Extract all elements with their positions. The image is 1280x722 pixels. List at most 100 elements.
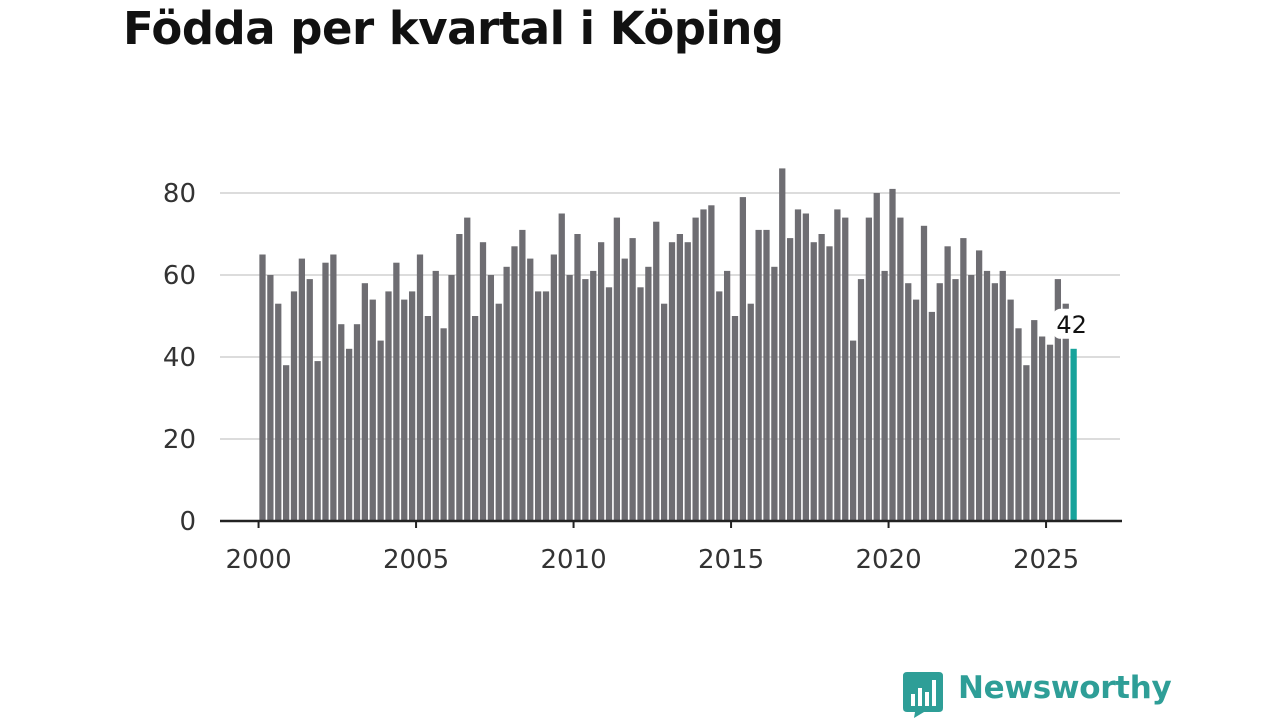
brand-logo: Newsworthy [902, 670, 1172, 720]
bar [534, 291, 542, 521]
x-tick-label: 2000 [225, 545, 291, 575]
bar [786, 238, 794, 521]
bar [456, 234, 463, 521]
bar [731, 316, 739, 521]
bar [960, 238, 967, 521]
bar [519, 229, 526, 521]
x-tick-label: 2025 [1013, 545, 1079, 575]
bar [322, 262, 329, 521]
bar [1046, 344, 1054, 521]
bar [464, 217, 471, 521]
bar [259, 254, 266, 521]
bar [479, 242, 487, 521]
bar [448, 275, 455, 521]
x-tick-label: 2020 [855, 545, 921, 575]
bar [660, 303, 668, 521]
bar [881, 270, 888, 521]
bar [1054, 279, 1062, 521]
bar [739, 197, 747, 521]
y-tick-label: 80 [163, 179, 196, 209]
bar [936, 283, 943, 521]
bar [385, 291, 392, 521]
bar [905, 283, 912, 521]
bar [590, 270, 597, 521]
bar [999, 270, 1006, 521]
bar [471, 316, 479, 521]
x-tick-label: 2005 [383, 545, 449, 575]
bar [975, 250, 983, 521]
bar [275, 303, 282, 521]
bar [345, 348, 353, 521]
bar [408, 291, 416, 521]
bar [314, 361, 321, 521]
bar [747, 303, 754, 521]
chart-title: Födda per kvartal i Köping [123, 2, 784, 55]
bar [542, 291, 550, 521]
bar [330, 254, 337, 521]
bar [920, 225, 928, 522]
bar [637, 287, 644, 521]
bar [857, 279, 865, 521]
bar [802, 213, 810, 521]
bar [487, 275, 495, 521]
bar [432, 270, 439, 521]
bar-chart-speech-bubble-icon [903, 672, 943, 718]
bars [259, 168, 1077, 522]
bar [298, 258, 306, 521]
bar [991, 283, 999, 521]
bar [865, 217, 873, 521]
bar [503, 266, 510, 521]
bar [676, 234, 684, 521]
bar [1038, 336, 1046, 521]
bar [912, 299, 920, 521]
bar [353, 324, 361, 521]
bar [424, 316, 432, 521]
bar [605, 287, 613, 521]
bar [574, 234, 581, 521]
bar [377, 340, 384, 521]
bar [818, 234, 825, 521]
bar [338, 324, 345, 521]
bar [267, 275, 274, 521]
bar [849, 340, 857, 521]
bar [1031, 320, 1038, 521]
bar [306, 279, 313, 521]
bar [755, 229, 762, 521]
bar [440, 328, 447, 521]
bar [393, 262, 400, 521]
bar [897, 217, 904, 521]
x-tick-label: 2015 [698, 545, 764, 575]
bar [771, 266, 778, 521]
bar [416, 254, 424, 521]
bar [511, 246, 518, 522]
bar [983, 270, 991, 521]
bar [629, 238, 636, 521]
value-label: 42 [1056, 311, 1087, 339]
bar [1023, 365, 1030, 521]
bar-highlight [1070, 348, 1077, 521]
bar [621, 258, 628, 521]
bar [692, 217, 699, 521]
bar [873, 193, 880, 521]
tick-labels: 0 20 40 60 80 2000 2005 2010 2015 2020 2025 [163, 179, 1079, 575]
bar [653, 221, 660, 521]
y-tick-label: 40 [163, 343, 196, 373]
bar [944, 246, 951, 522]
bar [834, 209, 841, 521]
y-tick-label: 20 [163, 425, 196, 455]
bar [1015, 328, 1022, 521]
bar [968, 275, 975, 521]
bar [889, 188, 896, 521]
bar [684, 242, 691, 521]
bar [1007, 299, 1014, 521]
y-tick-label: 0 [179, 507, 196, 537]
bar [708, 205, 715, 522]
bar [1062, 303, 1069, 521]
bar [558, 213, 565, 521]
bar [401, 299, 408, 521]
bar [826, 246, 833, 522]
annotations: 42 [1052, 308, 1091, 339]
bar [613, 217, 621, 521]
axes [220, 519, 1122, 528]
bar [810, 242, 817, 521]
